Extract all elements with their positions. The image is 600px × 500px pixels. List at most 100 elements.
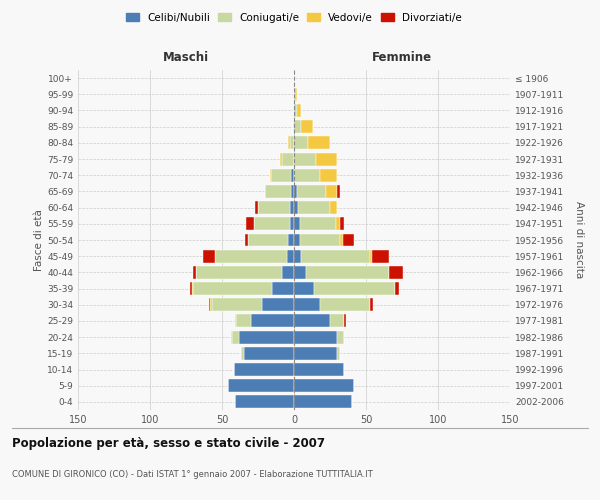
Bar — [297, 185, 326, 198]
Bar — [290, 218, 294, 230]
Bar — [241, 347, 244, 360]
Bar — [294, 379, 355, 392]
Bar — [294, 396, 352, 408]
Bar — [294, 88, 295, 101]
Bar — [294, 136, 308, 149]
Bar — [290, 136, 294, 149]
Bar — [190, 282, 192, 295]
Legend: Celibi/Nubili, Coniugati/e, Vedovi/e, Divorziati/e: Celibi/Nubili, Coniugati/e, Vedovi/e, Di… — [126, 12, 462, 22]
Bar — [297, 104, 301, 117]
Bar — [196, 266, 283, 279]
Text: Maschi: Maschi — [163, 50, 209, 64]
Bar — [203, 250, 215, 262]
Bar — [245, 234, 248, 246]
Bar — [247, 218, 254, 230]
Bar — [294, 330, 337, 344]
Bar — [320, 169, 337, 181]
Bar — [316, 152, 337, 166]
Bar — [291, 169, 294, 181]
Bar — [283, 152, 294, 166]
Bar — [294, 282, 314, 295]
Bar — [271, 169, 291, 181]
Bar — [251, 314, 294, 328]
Bar — [209, 298, 211, 311]
Bar — [290, 201, 294, 214]
Bar — [337, 330, 344, 344]
Bar — [294, 185, 297, 198]
Bar — [370, 298, 373, 311]
Bar — [283, 266, 294, 279]
Bar — [326, 185, 337, 198]
Bar — [314, 282, 395, 295]
Y-axis label: Fasce di età: Fasce di età — [34, 209, 44, 271]
Bar — [344, 314, 346, 328]
Bar — [269, 169, 271, 181]
Bar — [239, 330, 294, 344]
Bar — [294, 250, 301, 262]
Bar — [340, 218, 344, 230]
Bar — [294, 104, 297, 117]
Bar — [305, 266, 389, 279]
Bar — [280, 152, 283, 166]
Text: Popolazione per età, sesso e stato civile - 2007: Popolazione per età, sesso e stato civil… — [12, 438, 325, 450]
Bar — [343, 234, 355, 246]
Bar — [293, 120, 294, 133]
Bar — [308, 136, 330, 149]
Bar — [300, 218, 336, 230]
Bar — [248, 234, 288, 246]
Bar — [389, 266, 403, 279]
Bar — [337, 347, 340, 360]
Bar — [294, 201, 298, 214]
Bar — [330, 314, 344, 328]
Bar — [272, 282, 294, 295]
Bar — [294, 234, 300, 246]
Bar — [294, 298, 320, 311]
Bar — [287, 250, 294, 262]
Bar — [193, 266, 196, 279]
Bar — [330, 201, 337, 214]
Bar — [288, 234, 294, 246]
Bar — [255, 201, 258, 214]
Bar — [288, 136, 290, 149]
Bar — [215, 250, 287, 262]
Bar — [192, 282, 193, 295]
Bar — [320, 298, 370, 311]
Bar — [295, 88, 297, 101]
Bar — [211, 298, 212, 311]
Bar — [300, 234, 340, 246]
Bar — [193, 282, 272, 295]
Bar — [236, 314, 251, 328]
Bar — [294, 218, 300, 230]
Bar — [294, 266, 305, 279]
Bar — [212, 298, 262, 311]
Text: COMUNE DI GIRONICO (CO) - Dati ISTAT 1° gennaio 2007 - Elaborazione TUTTITALIA.I: COMUNE DI GIRONICO (CO) - Dati ISTAT 1° … — [12, 470, 373, 479]
Bar — [262, 298, 294, 311]
Bar — [232, 330, 239, 344]
Bar — [298, 201, 330, 214]
Bar — [372, 250, 389, 262]
Bar — [370, 250, 372, 262]
Bar — [258, 201, 290, 214]
Bar — [294, 169, 320, 181]
Bar — [294, 363, 344, 376]
Bar — [340, 234, 343, 246]
Bar — [235, 314, 236, 328]
Text: Femmine: Femmine — [372, 50, 432, 64]
Bar — [337, 185, 340, 198]
Bar — [230, 330, 232, 344]
Bar — [294, 347, 337, 360]
Bar — [294, 120, 301, 133]
Bar — [233, 363, 294, 376]
Bar — [294, 314, 330, 328]
Bar — [294, 152, 316, 166]
Bar — [244, 347, 294, 360]
Bar — [301, 120, 313, 133]
Bar — [336, 218, 340, 230]
Bar — [265, 185, 291, 198]
Y-axis label: Anni di nascita: Anni di nascita — [574, 202, 584, 278]
Bar — [235, 396, 294, 408]
Bar — [301, 250, 370, 262]
Bar — [254, 218, 290, 230]
Bar — [228, 379, 294, 392]
Bar — [291, 185, 294, 198]
